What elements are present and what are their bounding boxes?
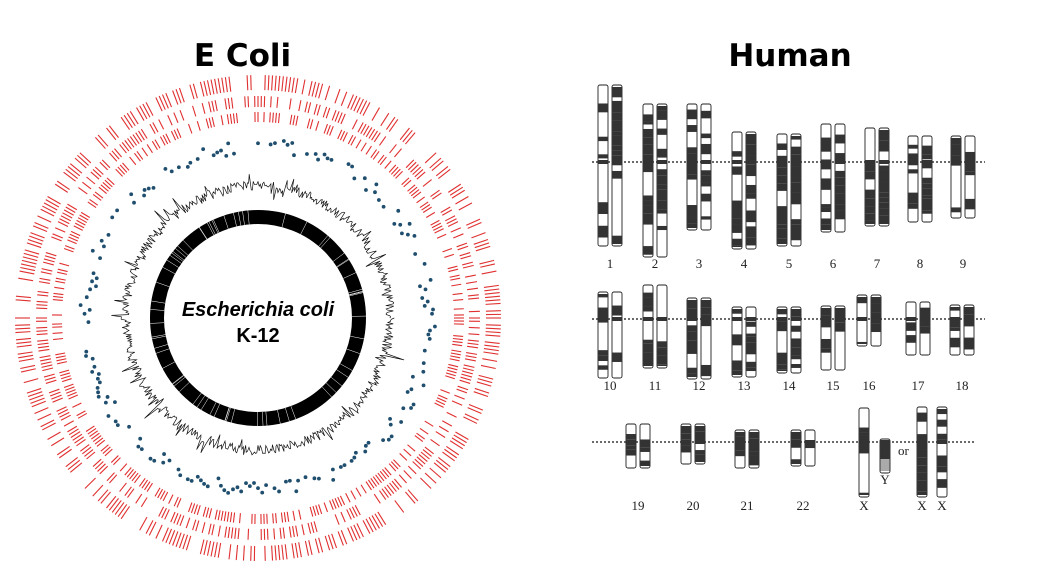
chromosome-label: 14: [783, 378, 797, 393]
chromosome-label: 13: [738, 378, 751, 393]
chromosome-8: 8: [907, 135, 933, 271]
chromosome-label: X: [917, 498, 927, 513]
ecoli-title: E Coli: [193, 38, 292, 74]
chromosome-6: 6: [820, 123, 846, 271]
feature-ring-1: [15, 75, 501, 561]
chromosome-14: 14: [776, 306, 802, 393]
chromosome-7: 7: [864, 127, 890, 271]
chromosome-21: 21: [734, 429, 760, 513]
chromosome-label: 21: [741, 498, 754, 513]
chromosome-label: 9: [960, 256, 967, 271]
chromosome-1: 1: [597, 84, 623, 271]
chromosome-label: 19: [632, 498, 645, 513]
genome-label-line2: K-12: [236, 325, 279, 347]
chromosome-label: 15: [827, 378, 840, 393]
chromosome-16: 16: [856, 294, 882, 393]
chromosome-11: 11: [642, 284, 668, 393]
feature-ring-2: [36, 96, 480, 540]
chromosome-label: 8: [917, 256, 924, 271]
chromosome-label: X: [937, 498, 947, 513]
chromosome-label: 11: [649, 378, 662, 393]
dots-ring: [78, 139, 437, 495]
chromosome-12: 12: [686, 297, 712, 393]
chromosome-label: 1: [607, 256, 614, 271]
chromosome-label: 4: [741, 256, 748, 271]
chromosome-X: X: [936, 406, 948, 513]
profile-trace: [111, 174, 405, 456]
chromosome-20: 20: [680, 423, 706, 513]
chromosome-label: 16: [863, 378, 877, 393]
chromosome-3: 3: [686, 103, 712, 271]
chromosome-22: 22: [790, 429, 816, 513]
chromosome-17: 17: [905, 301, 931, 393]
chromosome-label: 6: [830, 256, 837, 271]
chromosome-10: 10: [597, 291, 623, 393]
chromosome-label: 3: [696, 256, 703, 271]
chromosome-label: 10: [604, 378, 617, 393]
chromosome-18: 18: [949, 304, 975, 393]
chromosome-label: 22: [797, 498, 810, 513]
chromosome-label: 5: [786, 256, 793, 271]
chromosome-15: 15: [820, 305, 846, 393]
chromosome-label: 7: [874, 256, 881, 271]
chromosome-label: Y: [880, 472, 890, 487]
chromosome-4: 4: [731, 131, 757, 271]
chromosome-label: 17: [912, 378, 926, 393]
chromosome-X: X: [858, 407, 870, 513]
ecoli-rings: [15, 75, 501, 561]
or-label: or: [898, 443, 910, 458]
chromosome-5: 5: [776, 133, 802, 271]
chromosome-Y: Y: [879, 438, 891, 487]
chromosome-label: 2: [652, 256, 659, 271]
chromosome-label: X: [859, 498, 869, 513]
chromosome-13: 13: [731, 306, 757, 393]
chromosome-2: 2: [642, 103, 668, 271]
chromosome-9: 9: [950, 135, 976, 271]
chromosome-label: 12: [693, 378, 706, 393]
genome-label-line1: Escherichia coli: [182, 299, 335, 321]
chromosome-19: 19: [625, 423, 651, 513]
human-title: Human: [728, 38, 852, 74]
feature-ring-3: [52, 112, 464, 524]
chromosome-label: 18: [956, 378, 969, 393]
chromosome-X: X: [916, 406, 928, 513]
chromosome-label: 20: [687, 498, 700, 513]
